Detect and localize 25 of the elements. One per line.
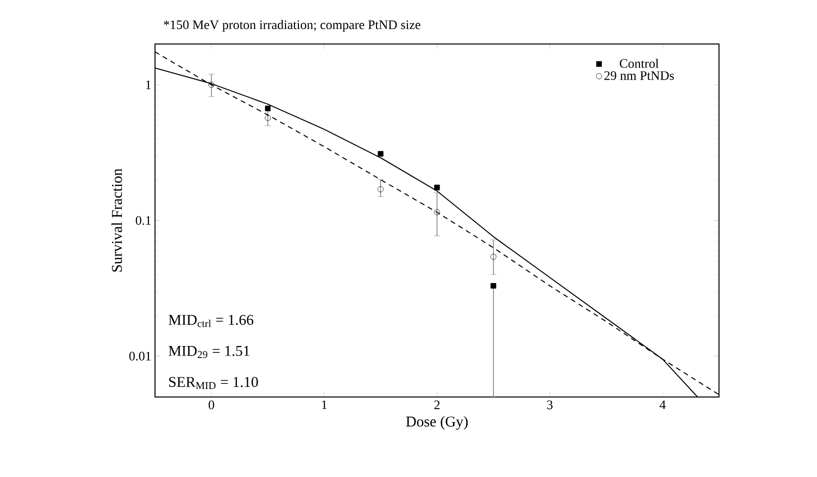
x-tick-label: 0 <box>208 400 214 410</box>
y-tick-label: 1 <box>146 80 151 90</box>
point <box>265 106 271 112</box>
y-axis-title: Survival Fraction <box>111 168 122 272</box>
x-axis-title: Dose (Gy) <box>406 416 468 430</box>
x-tick-label: 2 <box>434 400 440 410</box>
point <box>264 114 271 121</box>
y-tick-label: 0.1 <box>136 216 151 225</box>
annotation: SER$_{MID}$ = 1.10 <box>169 376 258 390</box>
point <box>378 186 384 192</box>
point <box>490 283 496 289</box>
point <box>434 184 440 190</box>
legend-label: Control <box>620 58 659 68</box>
x-tick-label: 4 <box>660 400 666 410</box>
annotation: MID$_{29}$ = 1.51 <box>168 346 250 358</box>
point <box>208 82 214 88</box>
chart-title: *150 MeV proton irradiation; compare PtND size <box>164 20 420 32</box>
y-tick-label: 0.01 <box>129 352 151 361</box>
x-tick-label: 3 <box>547 400 553 410</box>
point <box>490 254 496 260</box>
x-tick-label: 1 <box>322 400 327 410</box>
point <box>434 209 440 216</box>
legend-label: 29 nm PtNDs <box>604 71 674 80</box>
annotation: MID$_{ctrl}$ = 1.66 <box>168 314 254 328</box>
point <box>378 151 384 157</box>
